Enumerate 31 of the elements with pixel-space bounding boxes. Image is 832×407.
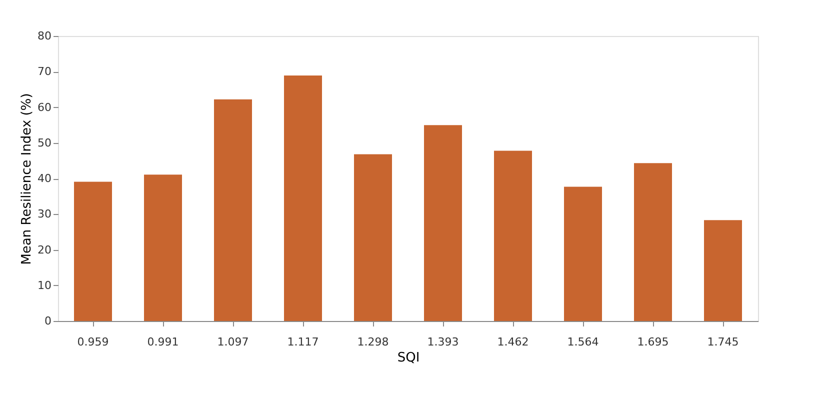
x-tick-label: 1.564 — [567, 336, 599, 348]
bar — [634, 163, 672, 321]
x-tick-label: 0.959 — [77, 336, 109, 348]
x-tick-label: 1.695 — [637, 336, 669, 348]
y-axis-title: Mean Resilience Index (%) — [20, 93, 35, 265]
bar — [284, 76, 322, 321]
x-tick-label: 0.991 — [147, 336, 179, 348]
bar — [74, 182, 112, 321]
bar — [424, 125, 462, 321]
x-tick-label: 1.097 — [217, 336, 249, 348]
x-tick-label: 1.393 — [427, 336, 459, 348]
bar — [704, 220, 742, 321]
y-tick-label: 20 — [38, 243, 52, 256]
bar — [354, 154, 392, 321]
bar — [144, 174, 182, 321]
y-tick-label: 40 — [38, 172, 52, 185]
y-tick-label: 60 — [38, 100, 52, 114]
y-tick-label: 0 — [44, 314, 52, 328]
y-tick-label: 10 — [38, 278, 52, 292]
bar — [494, 150, 532, 321]
x-tick-label: 1.298 — [357, 336, 389, 348]
x-tick-label: 1.745 — [707, 336, 739, 348]
y-tick-label: 80 — [38, 30, 52, 42]
x-tick-label: 1.462 — [497, 336, 529, 348]
x-axis-title: SQI — [397, 350, 420, 366]
x-tick-label: 1.117 — [287, 336, 319, 348]
y-tick-label: 50 — [38, 136, 52, 150]
y-tick-label: 30 — [38, 208, 52, 221]
bar — [564, 186, 602, 321]
y-tick-label: 70 — [38, 65, 52, 78]
bar — [214, 99, 252, 321]
